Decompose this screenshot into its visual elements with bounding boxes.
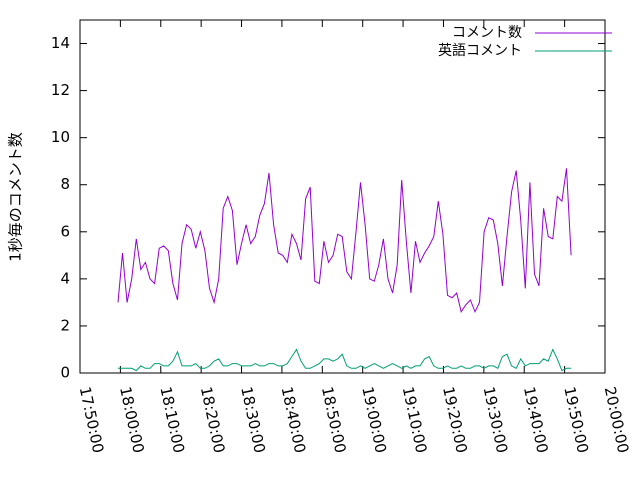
y-tick-label: 8 xyxy=(60,175,70,193)
x-tick-label: 18:10:00 xyxy=(156,385,188,455)
legend-label: 英語コメント xyxy=(438,42,522,59)
x-tick-label: 19:20:00 xyxy=(439,385,471,455)
x-tick-label: 18:30:00 xyxy=(237,385,269,455)
series-line xyxy=(118,348,572,372)
x-tick-label: 18:00:00 xyxy=(116,385,148,455)
x-tick-label: 19:00:00 xyxy=(358,385,390,455)
y-tick-label: 10 xyxy=(51,128,70,146)
y-tick-label: 14 xyxy=(51,34,70,52)
x-tick-label: 17:50:00 xyxy=(76,385,108,455)
y-tick-label: 12 xyxy=(51,81,70,99)
x-tick-label: 18:50:00 xyxy=(318,385,350,455)
legend-label: コメント数 xyxy=(452,25,522,41)
series-line xyxy=(117,168,572,314)
x-tick-label: 18:20:00 xyxy=(197,385,229,455)
y-tick-label: 2 xyxy=(60,316,70,334)
x-tick-label: 19:40:00 xyxy=(520,385,552,455)
x-tick-label: 19:50:00 xyxy=(560,385,592,455)
x-tick-label: 19:30:00 xyxy=(480,385,512,455)
plot-frame xyxy=(79,19,606,374)
y-tick-label: 4 xyxy=(60,269,70,287)
y-axis-label: 1秒毎のコメント数 xyxy=(7,132,25,262)
x-tick-label: 20:00:00 xyxy=(601,385,633,455)
y-tick-label: 0 xyxy=(60,364,70,382)
x-tick-label: 19:10:00 xyxy=(399,385,431,455)
y-tick-label: 6 xyxy=(60,222,70,240)
x-tick-label: 18:40:00 xyxy=(278,385,310,455)
